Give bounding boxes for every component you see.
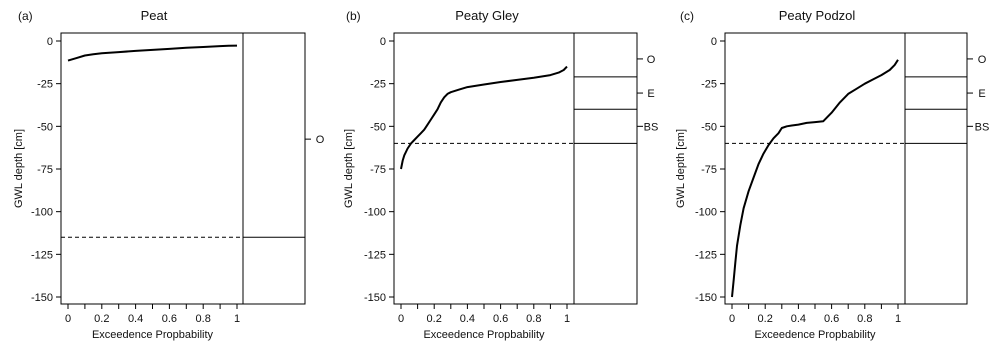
- panel-peat: (a) Peat 0 -25 -50 -75 -100 -125 -150 GWL depth…: [13, 8, 325, 341]
- x-axis-title: Exceedence Propbability: [92, 329, 214, 341]
- x-tick-label: 0.4: [460, 313, 475, 325]
- y-tick-label: -100: [364, 207, 386, 219]
- plot-frame: [724, 32, 968, 305]
- panel-title: Peaty Podzol: [779, 8, 856, 23]
- x-tick-label: 0.2: [427, 313, 442, 325]
- y-tick-label: -150: [31, 292, 53, 304]
- panel-peaty-gley: (b) Peaty Gley 0 -25 -50 -75 -100 -125 -150 GWL…: [343, 8, 658, 341]
- panel-letter: (b): [346, 9, 361, 23]
- x-tick-label: 0.6: [162, 313, 177, 325]
- x-tick-label: 0.8: [196, 313, 211, 325]
- gwl-exceedance-line: [67, 44, 238, 62]
- x-axis-title: Exceedence Propbability: [423, 329, 545, 341]
- plot-frame: [60, 32, 306, 305]
- x-tick-label: 0.8: [526, 313, 541, 325]
- x-tick-label: 1: [895, 313, 901, 325]
- y-tick-label: -75: [37, 164, 53, 176]
- y-axis-title: GWL depth [cm]: [13, 129, 25, 208]
- x-tick-label: 0: [398, 313, 404, 325]
- y-tick-label: 0: [47, 36, 53, 48]
- horizon-label: O: [316, 134, 325, 146]
- x-tick-label: 0.6: [493, 313, 508, 325]
- y-tick-label: 0: [711, 36, 717, 48]
- gwl-exceedance-line: [731, 59, 899, 298]
- y-tick-label: -100: [695, 207, 717, 219]
- horizon-label: BS: [975, 121, 990, 133]
- y-tick-label: -50: [370, 121, 386, 133]
- y-tick-label: -25: [37, 79, 53, 91]
- x-tick-label: 1: [234, 313, 240, 325]
- x-tick-label: 0: [65, 313, 71, 325]
- horizon-label: O: [978, 54, 987, 66]
- x-tick-label: 0.4: [791, 313, 806, 325]
- x-tick-label: 1: [564, 313, 570, 325]
- y-tick-label: -75: [370, 164, 386, 176]
- x-tick-label: 0.2: [94, 313, 109, 325]
- y-tick-label: -150: [364, 292, 386, 304]
- plot-frame: [393, 32, 638, 305]
- panel-title: Peat: [141, 8, 168, 23]
- y-tick-label: 0: [380, 36, 386, 48]
- x-axis-title: Exceedence Propbability: [754, 329, 876, 341]
- x-tick-label: 0.6: [824, 313, 839, 325]
- y-tick-label: -125: [364, 249, 386, 261]
- horizon-label: BS: [644, 121, 659, 133]
- x-tick-label: 0.2: [758, 313, 773, 325]
- y-tick-label: -50: [701, 121, 717, 133]
- y-tick-label: -100: [31, 207, 53, 219]
- horizon-label: E: [647, 88, 654, 100]
- y-tick-label: -125: [695, 249, 717, 261]
- y-tick-label: -25: [370, 79, 386, 91]
- panel-letter: (a): [18, 9, 33, 23]
- y-axis-title: GWL depth [cm]: [675, 129, 687, 208]
- horizon-label: E: [978, 88, 985, 100]
- gwl-exceedance-line: [400, 65, 568, 170]
- y-tick-label: -50: [37, 121, 53, 133]
- y-tick-label: -150: [695, 292, 717, 304]
- y-tick-label: -25: [701, 79, 717, 91]
- y-tick-label: -125: [31, 249, 53, 261]
- x-tick-label: 0.4: [128, 313, 143, 325]
- y-axis-title: GWL depth [cm]: [343, 129, 355, 208]
- panel-letter: (c): [680, 9, 694, 23]
- panel-title: Peaty Gley: [455, 8, 519, 23]
- x-tick-label: 0: [729, 313, 735, 325]
- panel-peaty-podzol: (c) Peaty Podzol 0 -25 -50 -75 -100 -125 -150 G…: [675, 8, 989, 341]
- x-tick-label: 0.8: [857, 313, 872, 325]
- y-tick-label: -75: [701, 164, 717, 176]
- horizon-label: O: [647, 54, 656, 66]
